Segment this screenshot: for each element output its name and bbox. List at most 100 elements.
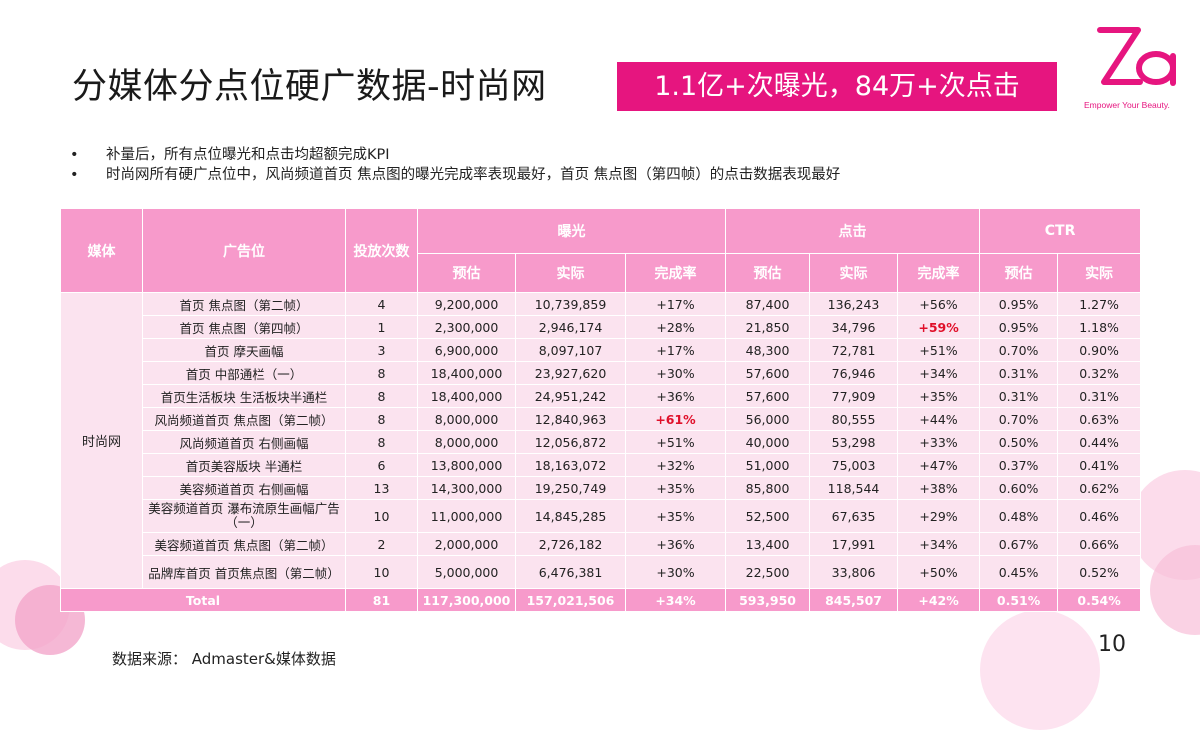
exposure-est-cell: 2,000,000 bbox=[417, 532, 516, 556]
ctr-est-cell: 0.60% bbox=[979, 476, 1059, 500]
ctr-actual-cell: 0.44% bbox=[1057, 430, 1142, 454]
click-rate-cell: +44% bbox=[897, 407, 981, 431]
count-cell: 3 bbox=[345, 338, 418, 362]
ctr-est-cell: 0.45% bbox=[979, 555, 1059, 589]
data-table: 媒体 广告位 投放次数 曝光 点击 CTR 预估 实际 完成率 预估 实际 完成… bbox=[60, 208, 1142, 612]
slot-cell: 首页 中部通栏（一） bbox=[142, 361, 346, 385]
ctr-est-cell: 0.70% bbox=[979, 338, 1059, 362]
table-row: 时尚网 首页 焦点图（第二帧） 4 9,200,000 10,739,859 +… bbox=[60, 292, 1142, 589]
exposure-est-cell: 18,400,000 bbox=[417, 384, 516, 408]
slot-cell: 风尚频道首页 右侧画幅 bbox=[142, 430, 346, 454]
header-exposure-actual: 实际 bbox=[515, 253, 626, 293]
slot-cell: 首页 焦点图（第四帧） bbox=[142, 315, 346, 339]
slot-cell: 首页 摩天画幅 bbox=[142, 338, 346, 362]
exposure-rate-cell: +30% bbox=[624, 555, 727, 589]
table-total-row: Total 81 117,300,000 157,021,506 +34% 59… bbox=[60, 588, 1142, 612]
ctr-est-cell: 0.95% bbox=[979, 315, 1059, 339]
ctr-actual-cell: 1.27% bbox=[1057, 292, 1142, 316]
exposure-rate-cell: +35% bbox=[624, 476, 727, 500]
exposure-actual-cell: 19,250,749 bbox=[515, 476, 626, 500]
exposure-rate-cell: +28% bbox=[624, 315, 727, 339]
exposure-est-cell: 6,900,000 bbox=[417, 338, 516, 362]
header-ctr-actual: 实际 bbox=[1057, 253, 1142, 293]
table-row: 首页 摩天画幅 3 6,900,000 8,097,107 +17% 48,30… bbox=[61, 338, 1142, 362]
exposure-actual-cell: 8,097,107 bbox=[515, 338, 626, 362]
click-est-cell: 52,500 bbox=[725, 499, 811, 533]
exposure-rate-cell: +32% bbox=[624, 453, 727, 477]
ctr-actual-cell: 0.31% bbox=[1057, 384, 1142, 408]
count-cell: 8 bbox=[345, 361, 418, 385]
slot-cell: 风尚频道首页 焦点图（第二帧） bbox=[142, 407, 346, 431]
total-click-actual: 845,507 bbox=[809, 588, 899, 612]
ctr-actual-cell: 0.52% bbox=[1057, 555, 1142, 589]
slot-cell: 品牌库首页 首页焦点图（第二帧） bbox=[142, 555, 346, 589]
count-cell: 4 bbox=[345, 292, 418, 316]
bullet-item: 补量后，所有点位曝光和点击均超额完成KPI bbox=[70, 145, 840, 165]
click-est-cell: 48,300 bbox=[725, 338, 811, 362]
exposure-actual-cell: 6,476,381 bbox=[515, 555, 626, 589]
header-exposure: 曝光 bbox=[416, 208, 727, 254]
table-row: 品牌库首页 首页焦点图（第二帧） 10 5,000,000 6,476,381 … bbox=[61, 555, 1142, 589]
click-est-cell: 57,600 bbox=[725, 361, 811, 385]
slot-cell: 美容频道首页 右侧画幅 bbox=[142, 476, 346, 500]
click-est-cell: 87,400 bbox=[725, 292, 811, 316]
click-rate-cell: +34% bbox=[897, 361, 981, 385]
bullet-item: 时尚网所有硬广点位中，风尚频道首页 焦点图的曝光完成率表现最好，首页 焦点图（第… bbox=[70, 165, 840, 185]
total-ctr-est: 0.51% bbox=[979, 588, 1059, 612]
click-est-cell: 57,600 bbox=[725, 384, 811, 408]
count-cell: 10 bbox=[345, 499, 418, 533]
total-ctr-actual: 0.54% bbox=[1057, 588, 1142, 612]
click-actual-cell: 72,781 bbox=[809, 338, 899, 362]
table-row: 首页 中部通栏（一） 8 18,400,000 23,927,620 +30% … bbox=[61, 361, 1142, 385]
click-rate-cell: +38% bbox=[897, 476, 981, 500]
ctr-est-cell: 0.95% bbox=[979, 292, 1059, 316]
click-actual-cell: 77,909 bbox=[809, 384, 899, 408]
total-click-rate: +42% bbox=[897, 588, 981, 612]
ctr-actual-cell: 0.32% bbox=[1057, 361, 1142, 385]
exposure-rate-cell: +17% bbox=[624, 292, 727, 316]
exposure-rate-cell: +35% bbox=[624, 499, 727, 533]
exposure-actual-cell: 10,739,859 bbox=[515, 292, 626, 316]
click-actual-cell: 118,544 bbox=[809, 476, 899, 500]
exposure-est-cell: 9,200,000 bbox=[417, 292, 516, 316]
click-rate-cell: +29% bbox=[897, 499, 981, 533]
ctr-actual-cell: 1.18% bbox=[1057, 315, 1142, 339]
count-cell: 8 bbox=[345, 430, 418, 454]
ctr-est-cell: 0.67% bbox=[979, 532, 1059, 556]
table-row: 首页 焦点图（第四帧） 1 2,300,000 2,946,174 +28% 2… bbox=[61, 315, 1142, 339]
slot-cell: 美容频道首页 瀑布流原生画幅广告（一） bbox=[142, 499, 346, 533]
count-cell: 6 bbox=[345, 453, 418, 477]
exposure-rate-cell: +51% bbox=[624, 430, 727, 454]
table-row: 风尚频道首页 右侧画幅 8 8,000,000 12,056,872 +51% … bbox=[61, 430, 1142, 454]
click-actual-cell: 53,298 bbox=[809, 430, 899, 454]
ctr-est-cell: 0.70% bbox=[979, 407, 1059, 431]
table-row: 风尚频道首页 焦点图（第二帧） 8 8,000,000 12,840,963 +… bbox=[61, 407, 1142, 431]
click-est-cell: 21,850 bbox=[725, 315, 811, 339]
bullet-list: 补量后，所有点位曝光和点击均超额完成KPI 时尚网所有硬广点位中，风尚频道首页 … bbox=[70, 145, 840, 185]
total-exposure-actual: 157,021,506 bbox=[515, 588, 626, 612]
click-rate-cell: +35% bbox=[897, 384, 981, 408]
slot-cell: 首页 焦点图（第二帧） bbox=[142, 292, 346, 316]
header-count: 投放次数 bbox=[345, 208, 418, 293]
page-title: 分媒体分点位硬广数据-时尚网 bbox=[72, 67, 547, 107]
click-actual-cell: 17,991 bbox=[809, 532, 899, 556]
count-cell: 2 bbox=[345, 532, 418, 556]
click-actual-cell: 136,243 bbox=[809, 292, 899, 316]
exposure-rate-cell: +17% bbox=[624, 338, 727, 362]
table-row: 美容频道首页 瀑布流原生画幅广告（一） 10 11,000,000 14,845… bbox=[61, 499, 1142, 533]
click-rate-cell: +50% bbox=[897, 555, 981, 589]
table-row: 美容频道首页 右侧画幅 13 14,300,000 19,250,749 +35… bbox=[61, 476, 1142, 500]
headline-banner: 1.1亿+次曝光，84万+次点击 bbox=[617, 62, 1057, 111]
exposure-actual-cell: 2,726,182 bbox=[515, 532, 626, 556]
click-est-cell: 13,400 bbox=[725, 532, 811, 556]
exposure-actual-cell: 2,946,174 bbox=[515, 315, 626, 339]
header-click-actual: 实际 bbox=[809, 253, 899, 293]
click-rate-cell: +47% bbox=[897, 453, 981, 477]
header-click: 点击 bbox=[725, 208, 981, 254]
total-exposure-est: 117,300,000 bbox=[417, 588, 516, 612]
click-actual-cell: 34,796 bbox=[809, 315, 899, 339]
total-exposure-rate: +34% bbox=[624, 588, 727, 612]
exposure-est-cell: 5,000,000 bbox=[417, 555, 516, 589]
exposure-est-cell: 13,800,000 bbox=[417, 453, 516, 477]
exposure-actual-cell: 18,163,072 bbox=[515, 453, 626, 477]
